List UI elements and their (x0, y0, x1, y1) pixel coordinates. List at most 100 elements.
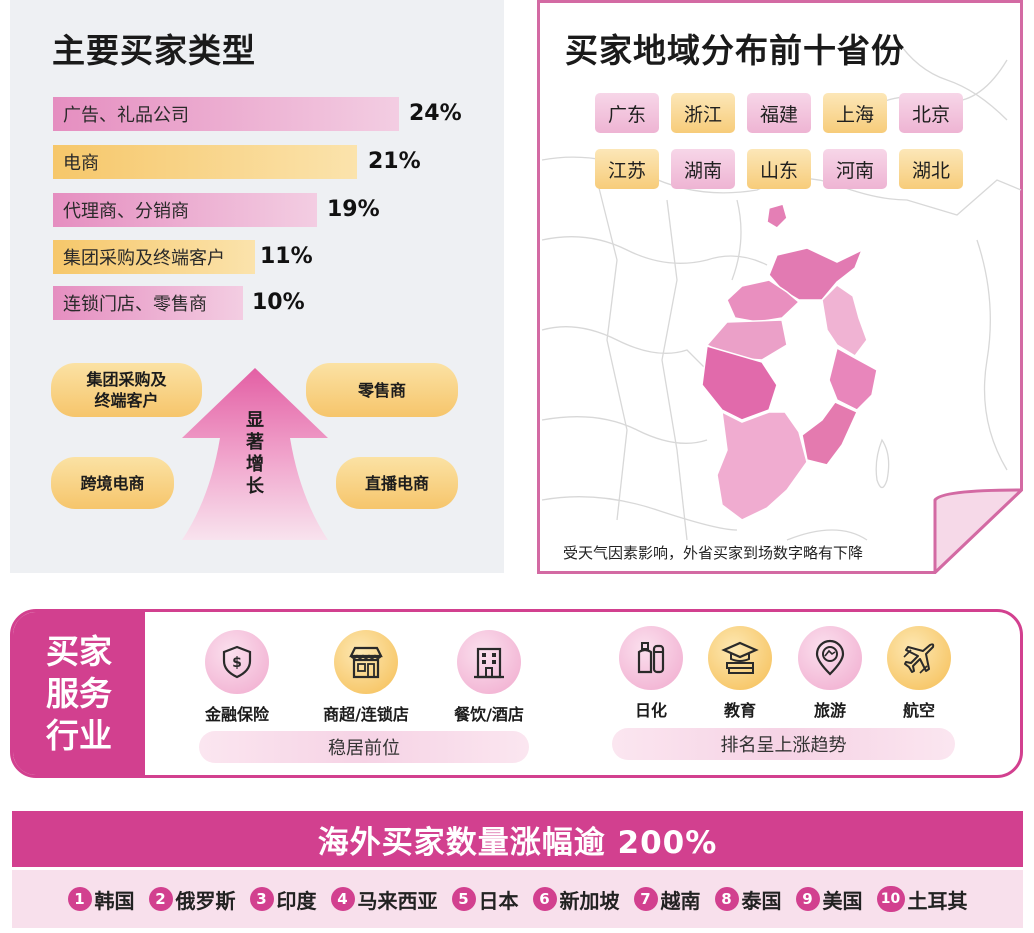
country-name: 泰国 (741, 888, 782, 913)
growth-arrow: 显 著 增 长 (182, 368, 328, 540)
buyer-type-label: 连锁门店、零售商 (63, 294, 207, 315)
service-item-travel: 旅游 (780, 626, 880, 721)
country-item: 6 新加坡 (532, 885, 620, 914)
growth-arrow-shape (182, 368, 328, 540)
shield-dollar-icon: $ (205, 630, 269, 694)
province-tag: 湖北 (899, 149, 963, 189)
buyer-type-bar: 连锁门店、零售商 (53, 286, 243, 320)
province-tag: 广东 (595, 93, 659, 133)
buyer-type-percent: 21% (368, 149, 421, 174)
buyer-type-bar: 集团采购及终端客户 (53, 240, 255, 274)
cosmetics-bottles-icon (619, 626, 683, 690)
country-item: 7 越南 (633, 885, 701, 914)
country-item: 8 泰国 (714, 885, 782, 914)
buyer-type-bar: 电商 (53, 145, 357, 179)
service-item-finance: $ 金融保险 (187, 630, 287, 725)
storefront-icon (334, 630, 398, 694)
country-name: 马来西亚 (357, 888, 438, 913)
region-panel: 买家地域分布前十省份 广东 浙江 福建 上海 北京 江苏 湖南 山东 河南 湖北… (537, 0, 1023, 574)
buyer-types-panel: 主要买家类型 广告、礼品公司 24% 电商 21% 代理商、分销商 19% 集团… (10, 0, 504, 573)
service-item-hospitality: 餐饮/酒店 (439, 630, 539, 725)
rank-badge: 9 (795, 887, 820, 911)
province-tag: 北京 (899, 93, 963, 133)
service-label-line: 买家 (46, 631, 112, 671)
service-item-education: 教育 (690, 626, 790, 721)
overseas-country-list: 1 韩国 2 俄罗斯 3 印度 4 马来西亚 5 日本 6 新加坡 7 越南 8 泰国 9 美国 … (12, 870, 1023, 928)
service-item-cosmetics: 日化 (601, 626, 701, 721)
province-tag: 上海 (823, 93, 887, 133)
country-name: 韩国 (94, 888, 135, 913)
service-industries-panel: 买家 服务 行业 $ 金融保险 商超/连锁店 餐饮/酒店 稳居前位 日化 教育 (10, 609, 1023, 778)
service-item-label: 商超/连锁店 (323, 705, 409, 724)
country-name: 日本 (478, 888, 519, 913)
rank-badge: 3 (249, 887, 274, 911)
service-item-label: 日化 (634, 701, 667, 720)
buyer-type-bar: 代理商、分销商 (53, 193, 317, 227)
graduation-books-icon (708, 626, 772, 690)
service-label-line: 行业 (46, 715, 112, 755)
region-footnote: 受天气因素影响，外省买家到场数字略有下降 (563, 544, 864, 562)
province-tag: 江苏 (595, 149, 659, 189)
country-name: 美国 (822, 888, 863, 913)
growth-arrow-char: 增 (246, 454, 264, 475)
country-name: 越南 (660, 888, 701, 913)
growth-pill-retailer: 零售商 (306, 363, 458, 417)
province-tag: 河南 (823, 149, 887, 189)
country-item: 3 印度 (249, 885, 317, 914)
growth-arrow-char: 著 (246, 432, 264, 453)
country-name: 俄罗斯 (175, 888, 236, 913)
province-tag: 福建 (747, 93, 811, 133)
rising-band: 排名呈上涨趋势 (612, 728, 955, 760)
service-label-line: 服务 (46, 673, 112, 713)
rank-badge: 6 (532, 887, 557, 911)
rank-badge: 5 (451, 887, 476, 911)
buyer-type-percent: 24% (409, 101, 462, 126)
svg-text:$: $ (232, 655, 242, 671)
growth-arrow-label: 显 著 增 长 (182, 410, 328, 498)
country-item: 5 日本 (451, 885, 519, 914)
country-name: 新加坡 (559, 888, 620, 913)
buyer-type-label: 电商 (63, 153, 99, 174)
country-item: 2 俄罗斯 (148, 885, 236, 914)
country-item: 4 马来西亚 (330, 885, 438, 914)
buyer-types-title: 主要买家类型 (52, 31, 256, 70)
buyer-type-label: 广告、礼品公司 (63, 105, 189, 126)
buyer-type-percent: 10% (252, 290, 305, 315)
country-item: 1 韩国 (67, 885, 135, 914)
map-pin-icon (798, 626, 862, 690)
service-item-label: 航空 (902, 701, 935, 720)
country-item: 10 土耳其 (876, 885, 968, 914)
growth-arrow-char: 长 (246, 476, 264, 497)
region-title: 买家地域分布前十省份 (565, 31, 905, 70)
province-tag: 湖南 (671, 149, 735, 189)
hotel-building-icon (457, 630, 521, 694)
buyer-type-percent: 19% (327, 197, 380, 222)
country-name: 土耳其 (907, 888, 968, 913)
rank-badge: 8 (714, 887, 739, 911)
rank-badge: 1 (67, 887, 92, 911)
rank-badge: 7 (633, 887, 658, 911)
buyer-type-bar: 广告、礼品公司 (53, 97, 399, 131)
service-industries-label: 买家 服务 行业 (13, 612, 145, 775)
service-item-label: 金融保险 (204, 705, 269, 724)
buyer-type-label: 代理商、分销商 (63, 201, 189, 222)
growth-pill-group-purchase: 集团采购及 终端客户 (51, 363, 202, 417)
growth-pill-cross-border: 跨境电商 (51, 457, 174, 509)
service-item-retail: 商超/连锁店 (316, 630, 416, 725)
service-item-label: 教育 (723, 701, 756, 720)
province-tag: 山东 (747, 149, 811, 189)
growth-arrow-char: 显 (246, 410, 264, 431)
service-item-label: 餐饮/酒店 (454, 705, 524, 724)
service-item-aviation: 航空 (869, 626, 969, 721)
rank-badge: 4 (330, 887, 355, 911)
buyer-type-label: 集团采购及终端客户 (63, 248, 225, 269)
stable-band: 稳居前位 (199, 731, 529, 763)
buyer-type-percent: 11% (260, 244, 313, 269)
overseas-headline: 海外买家数量涨幅逾 200% (12, 811, 1023, 867)
country-item: 9 美国 (795, 885, 863, 914)
airplane-icon (887, 626, 951, 690)
rank-badge: 10 (876, 886, 905, 912)
region-map (537, 0, 1023, 574)
growth-pill-live-commerce: 直播电商 (336, 457, 458, 509)
service-item-label: 旅游 (813, 701, 846, 720)
